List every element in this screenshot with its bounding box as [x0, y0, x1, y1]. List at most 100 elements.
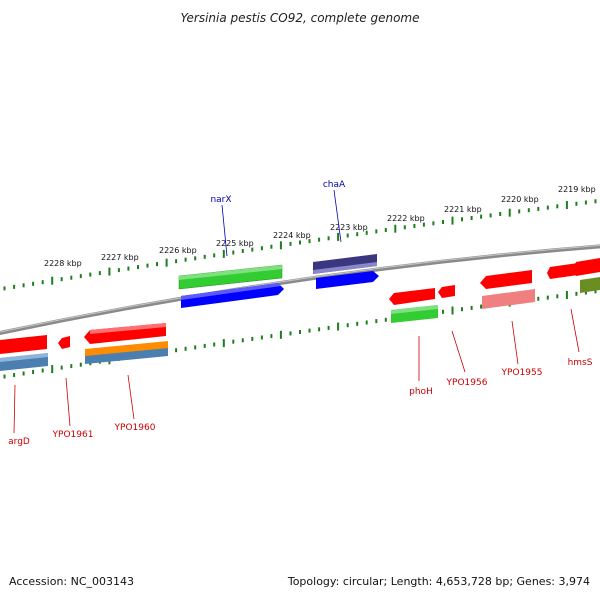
gene-YPO1955-pink[interactable]	[482, 289, 535, 309]
inner-major-tick	[565, 291, 568, 299]
outer-minor-tick	[213, 253, 216, 258]
outer-major-tick	[394, 224, 397, 233]
leader-hmsS	[570, 308, 580, 353]
gene-label-argD[interactable]: argD	[8, 437, 30, 447]
outer-minor-tick	[546, 205, 549, 210]
genome-backbone	[0, 244, 600, 336]
inner-minor-tick	[241, 338, 244, 343]
accession-text: Accession: NC_003143	[9, 575, 135, 588]
outer-major-tick	[279, 241, 282, 250]
gene-labels: narX chaA argD YPO1961 YPO1960 phoH YPO1…	[8, 180, 593, 447]
inner-minor-tick	[546, 295, 549, 300]
inner-minor-tick	[184, 346, 187, 351]
gene-argD-red[interactable]	[0, 335, 47, 354]
outer-minor-tick	[470, 216, 473, 220]
inner-minor-tick	[480, 304, 483, 309]
outer-minor-tick	[413, 224, 416, 228]
outer-major-tick	[165, 258, 168, 267]
outer-minor-tick	[194, 256, 197, 261]
inner-minor-tick	[470, 305, 473, 310]
gene-label-YPO1956[interactable]: YPO1956	[446, 378, 488, 388]
gene-label-narX[interactable]: narX	[210, 195, 231, 205]
inner-minor-tick	[375, 319, 378, 324]
reverse-strand-features	[0, 270, 535, 371]
inner-minor-tick	[556, 294, 559, 299]
leader-YPO1955	[511, 320, 519, 365]
gene-phoH-red[interactable]	[389, 288, 435, 305]
inner-major-tick	[51, 365, 54, 374]
inner-minor-tick	[299, 330, 301, 334]
outer-minor-tick	[251, 247, 254, 252]
inner-minor-tick	[41, 368, 44, 373]
outer-minor-tick	[518, 209, 521, 214]
gene-YPO1956-red[interactable]	[438, 285, 455, 298]
inner-minor-tick	[13, 373, 16, 377]
outer-minor-tick	[594, 199, 597, 204]
outer-minor-tick	[442, 220, 444, 224]
tick-label-2226: 2226 kbp	[159, 246, 197, 255]
gene-label-hmsS[interactable]: hmsS	[568, 358, 593, 368]
outer-minor-tick	[260, 246, 263, 251]
outer-major-tick	[508, 208, 511, 217]
label-leaders	[13, 189, 580, 434]
leader-YPO1960	[127, 374, 135, 420]
gene-phoH-green-shade	[391, 305, 438, 314]
outer-minor-tick	[89, 272, 92, 277]
gene-label-chaA[interactable]: chaA	[323, 180, 346, 190]
outer-minor-tick	[32, 281, 35, 286]
outer-minor-tick	[241, 249, 244, 253]
gene-YPO1960-orange[interactable]	[85, 341, 168, 357]
tick-label-2225: 2225 kbp	[216, 239, 254, 248]
outer-minor-tick	[3, 286, 6, 291]
inner-minor-tick	[251, 336, 254, 341]
inner-major-tick	[451, 306, 454, 315]
feature-red-forward-hmsS[interactable]	[547, 263, 578, 279]
inner-minor-tick	[260, 335, 263, 340]
outer-minor-tick	[127, 266, 130, 271]
outer-minor-tick	[556, 204, 559, 209]
gene-argD-steel-shade	[0, 353, 48, 362]
outer-minor-tick	[327, 236, 330, 241]
outer-major-tick	[451, 216, 454, 225]
forward-strand-features	[178, 254, 600, 308]
gene-narX-arrow[interactable]	[181, 283, 284, 308]
gene-YPO1955-red[interactable]	[480, 270, 532, 289]
gene-YPO1960-steel[interactable]	[85, 348, 168, 364]
outer-major-tick	[222, 249, 225, 258]
inner-major-tick	[337, 322, 340, 331]
inner-minor-tick	[270, 334, 273, 339]
outer-minor-tick	[365, 230, 368, 235]
gene-narX-arrow-shade	[181, 283, 281, 300]
feature-green-forward-1-shade	[179, 265, 282, 280]
genome-title: Yersinia pestis CO92, complete genome	[181, 11, 420, 25]
outer-minor-tick	[41, 280, 44, 285]
outer-minor-tick	[203, 254, 206, 259]
outer-minor-tick	[13, 284, 16, 289]
tick-label-2224: 2224 kbp	[273, 231, 311, 240]
inner-minor-tick	[365, 320, 368, 325]
outer-minor-tick	[156, 262, 158, 267]
outer-minor-tick	[232, 250, 235, 255]
outer-major-tick	[565, 201, 568, 209]
inner-minor-tick	[3, 374, 6, 379]
outer-minor-tick	[308, 239, 311, 244]
outer-minor-tick	[432, 221, 435, 226]
inner-minor-tick	[461, 307, 463, 312]
gene-label-YPO1960[interactable]: YPO1960	[114, 423, 156, 433]
outer-minor-tick	[70, 275, 73, 280]
outer-minor-tick	[384, 228, 387, 232]
outer-minor-tick	[79, 274, 82, 279]
gene-YPO1961-red[interactable]	[58, 336, 70, 349]
inner-minor-tick	[318, 327, 321, 332]
inner-minor-tick	[575, 291, 578, 296]
gene-label-phoH[interactable]: phoH	[409, 387, 433, 397]
outer-minor-tick	[146, 263, 149, 268]
feature-olive-edge[interactable]	[580, 277, 600, 293]
inner-minor-tick	[308, 328, 311, 333]
gene-label-YPO1961[interactable]: YPO1961	[52, 430, 94, 440]
gene-chaA-arrow[interactable]	[316, 271, 379, 289]
gene-label-YPO1955[interactable]: YPO1955	[501, 368, 543, 378]
feature-red-forward-edge[interactable]	[573, 258, 600, 276]
inner-minor-tick	[537, 296, 540, 301]
